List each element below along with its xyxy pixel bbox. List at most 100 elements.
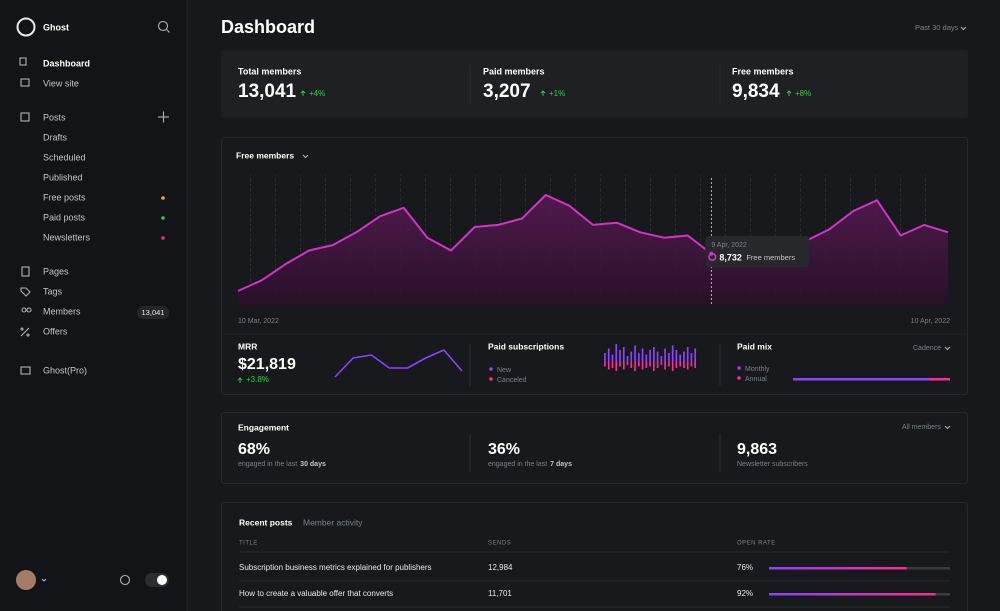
legend-label: Monthly bbox=[745, 366, 770, 373]
members-icon bbox=[21, 307, 32, 313]
nav-subitem[interactable]: Scheduled bbox=[43, 152, 86, 162]
settings-icon[interactable] bbox=[119, 574, 131, 586]
stat-value: 13,041 bbox=[238, 81, 297, 102]
chart-end-date: 10 Apr, 2022 bbox=[911, 318, 950, 325]
tab[interactable]: Recent posts bbox=[239, 517, 293, 527]
canceled-bar bbox=[686, 362, 689, 370]
chart-start-date: 10 Mar, 2022 bbox=[238, 318, 279, 325]
search-icon[interactable] bbox=[157, 20, 170, 33]
tooltip bbox=[705, 236, 810, 267]
engagement-value: 36% bbox=[488, 441, 520, 458]
nav-subitem[interactable]: Drafts bbox=[43, 132, 68, 142]
theme-toggle[interactable] bbox=[145, 573, 169, 587]
chart-title[interactable]: Free members bbox=[236, 150, 294, 160]
nav-item[interactable]: View site bbox=[43, 78, 79, 88]
area-line bbox=[237, 194, 949, 292]
tooltip-label: Free members bbox=[746, 253, 795, 262]
stat-label: Paid members bbox=[483, 66, 545, 76]
canceled-bar bbox=[611, 362, 614, 368]
area-chart: 9 Apr, 2022 8,732 Free members bbox=[237, 178, 949, 305]
legend-label: Annual bbox=[745, 376, 767, 383]
legend-label: New bbox=[497, 367, 512, 374]
canceled-bar bbox=[664, 362, 666, 370]
avatar-caret bbox=[41, 578, 47, 582]
hover-point bbox=[709, 251, 714, 256]
new-bar bbox=[619, 350, 621, 362]
stat-label: Free members bbox=[732, 66, 794, 76]
members-count-pill bbox=[137, 306, 169, 319]
mix-filter[interactable]: Cadence bbox=[913, 345, 941, 352]
open-rate-bar bbox=[769, 567, 907, 570]
post-title[interactable]: How to create a valuable offer that conv… bbox=[239, 589, 393, 598]
view-site-icon bbox=[20, 78, 30, 87]
period-select[interactable]: Past 30 days bbox=[915, 23, 959, 32]
tab[interactable]: Member activity bbox=[303, 517, 363, 527]
engagement-filter[interactable]: All members bbox=[902, 424, 941, 431]
status-dot bbox=[161, 216, 165, 220]
nav-item[interactable]: Ghost(Pro) bbox=[43, 365, 87, 375]
area-fill bbox=[238, 195, 948, 305]
status-dot bbox=[161, 236, 165, 240]
new-bar bbox=[653, 347, 655, 362]
new-bar bbox=[630, 351, 633, 362]
engagement-title: Engagement bbox=[238, 422, 289, 432]
canceled-bar bbox=[630, 362, 633, 368]
legend-swatch bbox=[737, 376, 741, 380]
new-bar bbox=[649, 350, 651, 362]
stat-value: 9,834 bbox=[732, 81, 780, 102]
mix-title: Paid mix bbox=[737, 341, 772, 351]
post-sends: 11,701 bbox=[488, 589, 512, 598]
nav-item[interactable]: Pages bbox=[43, 266, 69, 276]
canceled-bar bbox=[604, 362, 606, 367]
stats-card bbox=[221, 50, 968, 118]
mrr-line bbox=[334, 349, 463, 378]
sidebar bbox=[0, 0, 187, 611]
new-bar bbox=[604, 353, 606, 362]
canceled-bar bbox=[683, 362, 685, 368]
tooltip-date: 9 Apr, 2022 bbox=[711, 242, 747, 249]
brand-logo[interactable] bbox=[16, 17, 36, 37]
new-bar bbox=[660, 356, 663, 362]
subs-chart: New Canceled bbox=[489, 344, 697, 384]
engagement-caret bbox=[944, 425, 951, 430]
canceled-bar bbox=[671, 362, 674, 371]
brand-name[interactable]: Ghost bbox=[43, 22, 69, 32]
nav-item[interactable]: Members bbox=[43, 306, 81, 316]
engagement-caption: Newsletter subscribers bbox=[737, 461, 808, 468]
up-arrow bbox=[300, 90, 306, 96]
canceled-bar bbox=[622, 362, 625, 370]
user-avatar[interactable] bbox=[16, 570, 36, 590]
nav-subitem[interactable]: Free posts bbox=[43, 192, 86, 202]
recent-rows: Subscription business metrics explained … bbox=[239, 563, 950, 608]
new-post-button[interactable] bbox=[158, 111, 169, 123]
nav-item[interactable]: Dashboard bbox=[43, 58, 90, 68]
canceled-bar bbox=[649, 362, 651, 367]
new-bar bbox=[675, 350, 678, 362]
mix-bar bbox=[793, 378, 930, 381]
engagement-caption: engaged in the last 7 days bbox=[488, 461, 572, 468]
status-dot bbox=[161, 196, 165, 200]
column-header: SENDS bbox=[488, 541, 511, 547]
new-bar bbox=[634, 345, 636, 362]
canceled-bar bbox=[690, 362, 693, 367]
open-rate-label: 92% bbox=[737, 589, 753, 598]
nav-subitem[interactable]: Published bbox=[43, 172, 83, 182]
canceled-bar bbox=[607, 362, 610, 370]
nav-item[interactable]: Offers bbox=[43, 326, 68, 336]
nav-item[interactable]: Posts bbox=[43, 112, 66, 122]
nav-item[interactable]: Tags bbox=[43, 286, 63, 296]
engagement-value: 9,863 bbox=[737, 441, 777, 458]
nav-subitem[interactable]: Newsletters bbox=[43, 232, 91, 242]
page-title: Dashboard bbox=[221, 17, 315, 37]
canceled-bar bbox=[656, 362, 659, 368]
stat-change: +8% bbox=[795, 89, 811, 98]
stat-change: +1% bbox=[549, 89, 565, 98]
open-rate-label: 76% bbox=[737, 563, 753, 572]
legend-swatch bbox=[489, 377, 493, 381]
engagement-caption: engaged in the last 30 days bbox=[238, 461, 326, 468]
nav-subitem[interactable]: Paid posts bbox=[43, 212, 86, 222]
canceled-bar bbox=[637, 362, 640, 367]
canceled-bar bbox=[645, 362, 648, 368]
new-bar bbox=[656, 351, 659, 362]
post-title[interactable]: Subscription business metrics explained … bbox=[239, 563, 432, 572]
